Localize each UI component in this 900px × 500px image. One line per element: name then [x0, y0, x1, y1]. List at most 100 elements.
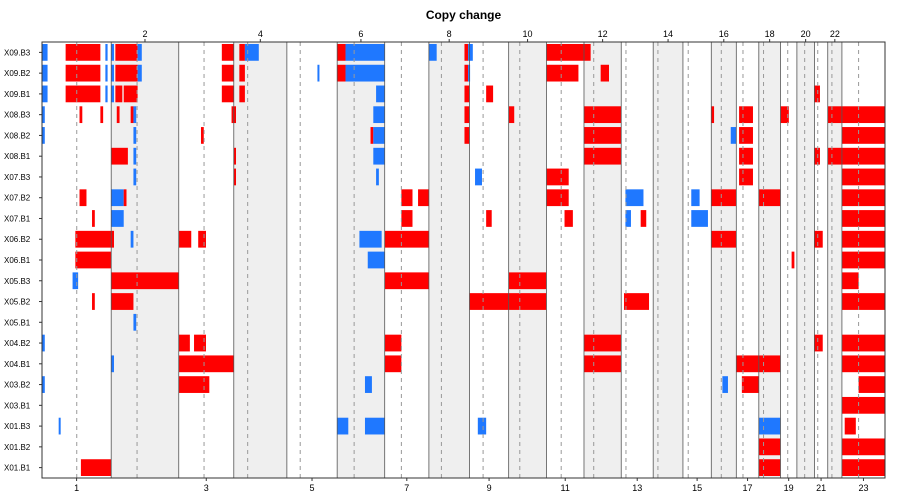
segment-gain-chr-1 — [79, 106, 83, 124]
segment-loss-chr-6 — [364, 376, 372, 393]
segment-loss-chr-9 — [475, 168, 482, 186]
segment-gain-chr-21 — [814, 147, 820, 165]
chr-label-15: 15 — [692, 483, 702, 493]
segment-gain-chr-1 — [79, 189, 87, 207]
segment-gain-chr-4 — [233, 168, 237, 186]
segment-gain-chr-3 — [194, 334, 206, 352]
segment-loss-chr-5 — [317, 64, 320, 82]
segment-gain-chr-3 — [200, 127, 204, 144]
chr-label-21: 21 — [816, 483, 826, 493]
chr-label-12: 12 — [598, 29, 608, 39]
segment-gain-chr-1 — [75, 251, 112, 269]
segment-loss-chr-1 — [72, 272, 79, 290]
segment-gain-chr-18 — [758, 189, 781, 207]
sample-label: X07.B3 — [4, 173, 31, 182]
segment-loss-chr-15 — [691, 210, 708, 227]
chart-title: Copy change — [426, 8, 502, 22]
segment-loss-chr-1 — [105, 44, 108, 61]
chr-label-9: 9 — [487, 483, 492, 493]
segment-loss-chr-9 — [477, 417, 487, 435]
sample-label: X09.B2 — [4, 69, 31, 78]
segment-gain-chr-19 — [791, 251, 795, 269]
segment-gain-chr-21 — [814, 85, 820, 103]
segment-gain-chr-9 — [486, 210, 492, 227]
segment-gain-chr-21 — [814, 334, 823, 352]
band-chr-2 — [111, 42, 179, 478]
segment-gain-chr-12 — [583, 147, 622, 165]
segment-gain-chr-10 — [508, 293, 547, 310]
segment-gain-chr-1 — [75, 230, 112, 248]
segment-gain-chr-9 — [486, 85, 494, 103]
segment-gain-chr-4 — [233, 106, 237, 124]
segment-loss-chr-1 — [42, 85, 48, 103]
sample-label: X09.B1 — [4, 90, 31, 99]
sample-label: X01.B2 — [4, 443, 31, 452]
segment-gain-chr-7 — [401, 210, 413, 227]
segment-loss-chr-2 — [133, 168, 137, 186]
segment-loss-chr-8 — [428, 44, 437, 61]
segment-gain-chr-3 — [221, 64, 234, 82]
chr-label-23: 23 — [858, 483, 868, 493]
segment-loss-chr-6 — [376, 85, 385, 103]
sample-label: X09.B3 — [4, 48, 31, 57]
segment-gain-chr-19 — [780, 106, 789, 124]
sample-labels: X09.B3 X09.B2 X09.B1 X08.B3 X08.B2 X08.B1 X07.… — [4, 48, 42, 473]
segment-loss-chr-6 — [337, 417, 349, 435]
sample-label: X05.B3 — [4, 277, 31, 286]
chr-label-20: 20 — [801, 29, 811, 39]
segment-gain-chr-2 — [111, 272, 179, 290]
segment-gain-chr-17 — [739, 168, 753, 186]
segment-gain-chr-7 — [384, 230, 429, 248]
segment-gain-chr-6 — [337, 44, 346, 61]
segment-loss-chr-2 — [137, 64, 142, 82]
sample-label: X01.B3 — [4, 422, 31, 431]
segment-gain-chr-2 — [115, 85, 123, 103]
segment-gain-chr-2 — [116, 106, 120, 124]
segment-gain-chr-7 — [401, 189, 413, 207]
segment-loss-chr-6 — [367, 251, 385, 269]
segment-gain-chr-2 — [115, 44, 138, 61]
sample-label: X05.B1 — [4, 318, 31, 327]
segment-gain-chr-18 — [758, 438, 781, 456]
segment-gain-chr-23 — [841, 272, 859, 290]
segment-gain-chr-16 — [711, 106, 715, 124]
segment-gain-chr-3 — [198, 230, 206, 248]
segment-gain-chr-11 — [546, 64, 579, 82]
segment-gain-chr-17 — [739, 147, 753, 165]
segment-loss-chr-2 — [130, 230, 134, 248]
segment-gain-chr-7 — [418, 189, 429, 207]
segment-gain-chr-12 — [583, 334, 622, 352]
segment-gain-chr-2 — [115, 64, 138, 82]
segment-gain-chr-23 — [841, 189, 885, 207]
segment-gain-chr-8 — [464, 64, 469, 82]
segment-loss-chr-2 — [111, 355, 114, 373]
segment-loss-chr-8 — [469, 44, 473, 61]
segment-loss-chr-1 — [42, 376, 45, 393]
segment-loss-chr-16 — [722, 376, 728, 393]
segment-loss-chr-6 — [345, 44, 385, 61]
segment-gain-chr-11 — [546, 44, 584, 61]
segment-gain-chr-7 — [384, 355, 402, 373]
segment-loss-chr-6 — [376, 168, 379, 186]
segment-loss-chr-2 — [111, 44, 114, 61]
segment-gain-chr-12 — [583, 127, 622, 144]
segment-gain-chr-23 — [841, 127, 885, 144]
chr-label-3: 3 — [204, 483, 209, 493]
segment-loss-chr-2 — [133, 313, 137, 331]
chr-label-16: 16 — [719, 29, 729, 39]
sample-label: X07.B2 — [4, 194, 31, 203]
segment-loss-chr-2 — [133, 127, 137, 144]
segment-gain-chr-18 — [758, 355, 781, 373]
sample-label: X03.B2 — [4, 381, 31, 390]
bottom-chromosome-labels: 1 3 5 7 9 11 13 15 17 19 21 23 — [74, 478, 868, 493]
segment-gain-chr-13 — [640, 210, 647, 227]
segment-loss-chr-16 — [730, 127, 737, 144]
segment-gain-chr-8 — [464, 44, 469, 61]
segment-gain-chr-4 — [239, 44, 245, 61]
chr-label-19: 19 — [784, 483, 794, 493]
chr-label-10: 10 — [523, 29, 533, 39]
segment-loss-chr-6 — [373, 106, 385, 124]
segment-gain-chr-17 — [739, 106, 753, 124]
segment-gain-chr-3 — [178, 376, 210, 393]
